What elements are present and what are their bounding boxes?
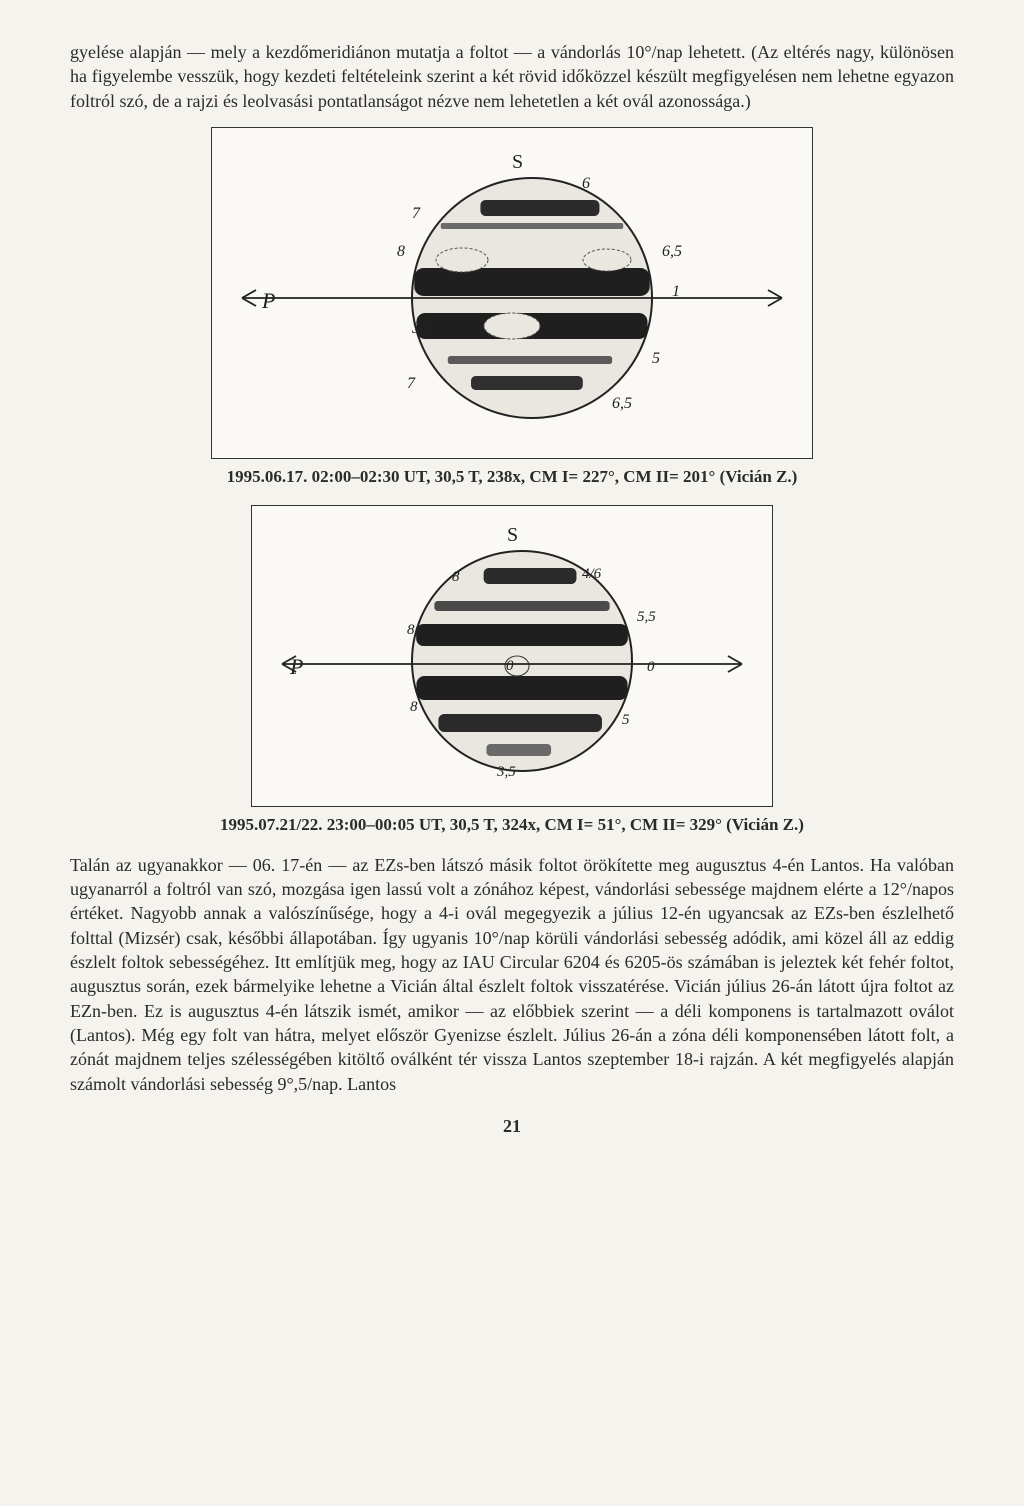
svg-text:P: P [261, 288, 275, 313]
svg-text:5,5: 5,5 [637, 609, 656, 625]
svg-text:S: S [507, 524, 518, 546]
svg-text:8: 8 [407, 622, 415, 638]
svg-text:8: 8 [397, 243, 405, 260]
svg-text:7: 7 [407, 375, 416, 392]
svg-text:5: 5 [652, 350, 660, 367]
svg-text:7: 7 [412, 205, 421, 222]
page-number: 21 [70, 1116, 954, 1137]
paragraph-top: gyelése alapján — mely a kezdőmeridiánon… [70, 40, 954, 113]
svg-text:1: 1 [672, 283, 680, 300]
svg-text:3,5: 3,5 [496, 764, 516, 780]
paragraph-bottom: Talán az ugyanakkor — 06. 17-én — az EZs… [70, 853, 954, 1096]
figure-2-caption: 1995.07.21/22. 23:00–00:05 UT, 30,5 T, 3… [70, 815, 954, 835]
svg-text:0: 0 [647, 659, 655, 675]
svg-text:8: 8 [410, 699, 418, 715]
figure-1-caption: 1995.06.17. 02:00–02:30 UT, 30,5 T, 238x… [70, 467, 954, 487]
svg-text:4/6: 4/6 [582, 566, 602, 582]
svg-text:6,5: 6,5 [662, 243, 682, 260]
svg-text:0: 0 [506, 658, 514, 674]
svg-text:8: 8 [452, 569, 460, 585]
svg-text:5: 5 [622, 712, 630, 728]
svg-text:6,5: 6,5 [612, 395, 632, 412]
svg-text:S: S [512, 151, 523, 173]
svg-text:3,5: 3,5 [411, 320, 432, 337]
page: gyelése alapján — mely a kezdőmeridiánon… [0, 0, 1024, 1506]
figure-1-box: P S 6 7 8 6,5 1 3,5 5 7 6,5 [211, 127, 813, 459]
svg-text:6: 6 [582, 175, 590, 192]
figure-2-box: P S 8 4/6 8 5,5 0 0 8 5 3,5 [251, 505, 773, 807]
svg-text:P: P [289, 654, 303, 679]
